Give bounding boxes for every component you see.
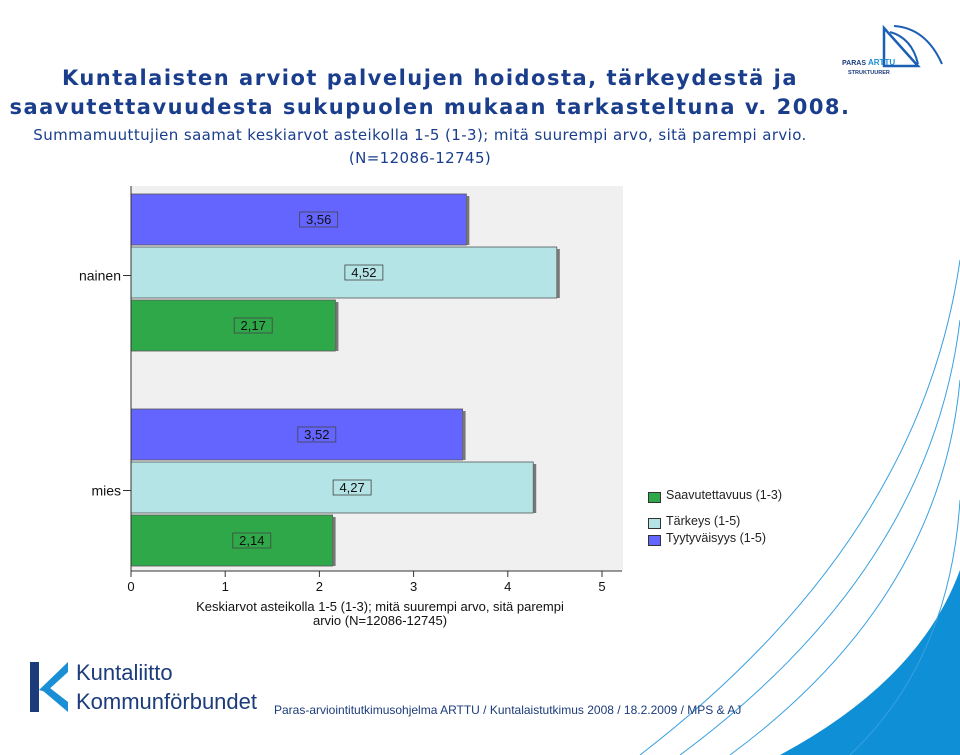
legend-label: Tärkeys (1-5): [666, 514, 741, 528]
data-label: 2,14: [239, 533, 264, 548]
logo-struktuurer-text: STRUKTUURER: [848, 70, 890, 76]
data-label-box: [297, 426, 337, 443]
legend-swatch-lightblue: [648, 518, 661, 529]
x-tick-label: 3: [410, 579, 417, 594]
data-label: 4,52: [351, 265, 376, 280]
data-label: 2,17: [241, 318, 266, 333]
bar: [130, 514, 333, 567]
kuntaliitto-logo: Kuntaliitto Kommunförbundet: [28, 660, 268, 720]
legend-item-tarkeys: Tärkeys (1-5): [648, 515, 808, 531]
legend-label: Saavutettavuus (1-3): [666, 488, 783, 502]
logo-paras-text: PARAS: [842, 60, 866, 67]
data-label-box: [299, 211, 339, 228]
x-axis-label-line2: arvio (N=12086-12745): [313, 613, 447, 628]
sail-icon: [882, 24, 921, 68]
data-label: 3,52: [304, 427, 329, 442]
data-label: 4,27: [339, 480, 364, 495]
data-label-box: [344, 264, 384, 281]
data-label-box: [233, 317, 273, 334]
bar: [130, 461, 534, 514]
x-tick-label: 4: [504, 579, 511, 594]
footer-credit: Paras-arviointitutkimusohjelma ARTTU / K…: [274, 703, 742, 717]
decorative-waves: [639, 259, 960, 755]
legend-item-saavutettavuus: Saavutettavuus (1-3): [648, 489, 808, 505]
page-title-line2: saavutettavuudesta sukupuolen mukaan tar…: [9, 95, 851, 119]
bar: [130, 193, 467, 246]
x-tick-label: 0: [127, 579, 134, 594]
bar-shadow: [335, 302, 339, 351]
bar: [130, 408, 463, 461]
bar-shadow: [462, 411, 466, 460]
chart-legend: Saavutettavuus (1-3) Tärkeys (1-5) Tyyty…: [648, 489, 808, 549]
x-tick-label: 2: [316, 579, 323, 594]
legend-label: Tyytyväisyys (1-5): [666, 531, 767, 545]
category-label: nainen: [79, 268, 121, 284]
subtitle-sample-size: (N=12086-12745): [348, 149, 492, 167]
bar-shadow: [556, 249, 560, 298]
category-label: mies: [91, 483, 121, 499]
bar-shadow: [332, 517, 336, 566]
paras-arttu-logo: PARAS ARTTU STRUKTUURER: [842, 24, 943, 76]
subtitle: Summamuuttujien saamat keskiarvot asteik…: [33, 126, 807, 144]
legend-swatch-green: [648, 492, 661, 503]
data-label-box: [332, 479, 372, 496]
data-label-box: [232, 532, 272, 549]
kuntaliitto-name: Kuntaliitto: [76, 660, 173, 685]
bar: [130, 299, 336, 352]
bar-shadow: [533, 464, 537, 513]
bar-shadow: [466, 196, 470, 245]
legend-swatch-blue: [648, 535, 661, 546]
x-tick-label: 1: [222, 579, 229, 594]
kommunforbundet-name: Kommunförbundet: [76, 689, 257, 714]
x-tick-label: 5: [598, 579, 605, 594]
bar: [130, 246, 558, 299]
logo-arttu-text: ARTTU: [868, 58, 895, 67]
kuntaliitto-k-icon: [30, 662, 68, 712]
page-title: Kuntalaisten arviot palvelujen hoidosta,…: [61, 66, 799, 90]
legend-item-tyytyvaisyys: Tyytyväisyys (1-5): [648, 532, 808, 548]
data-label: 3,56: [306, 212, 331, 227]
x-axis-label: Keskiarvot asteikolla 1-5 (1-3); mitä su…: [196, 599, 564, 614]
